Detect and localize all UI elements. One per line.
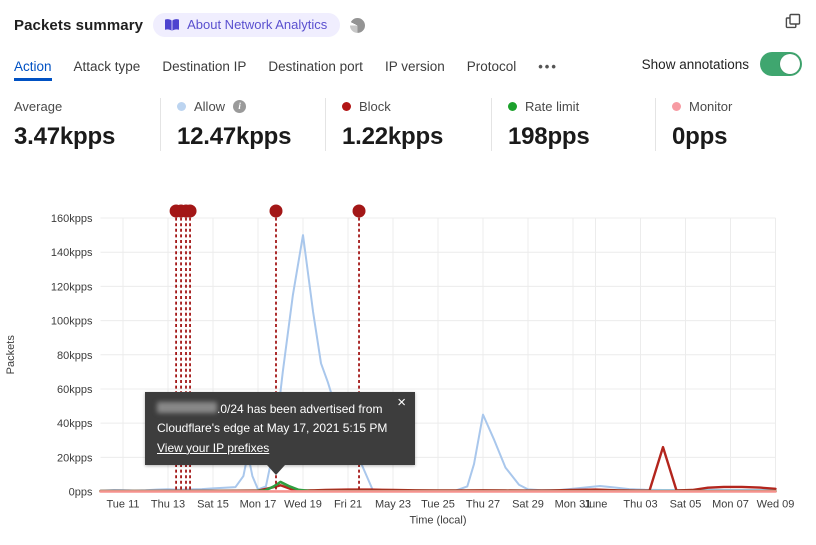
x-tick-label: Fri 21 [334,499,362,511]
y-tick-label: 100kpps [51,316,93,328]
y-tick-label: 120kpps [51,281,93,293]
y-axis-title: Packets [5,335,17,375]
show-annotations-label: Show annotations [641,56,749,72]
more-tabs-button[interactable]: ••• [538,58,558,74]
x-tick-label: Sat 05 [670,499,702,511]
x-tick-label: Tue 25 [421,499,455,511]
packets-time-series-chart[interactable]: 0pps 20kpps 40kpps 60kpps 80kpps 100kpps 120kp… [0,190,816,540]
x-tick-label: June [584,499,608,511]
x-tick-label: Sat 15 [197,499,229,511]
y-tick-label: 140kpps [51,247,93,259]
stat-rate-limit: Rate limit 198pps [491,98,655,151]
tab-destination-port[interactable]: Destination port [268,58,363,74]
pie-chart-icon[interactable] [350,17,366,33]
x-tick-label: Mon 31 [555,499,592,511]
stat-value: 0pps [672,123,728,150]
annotation-marker[interactable] [269,204,283,218]
tooltip-arrow [267,465,285,476]
x-tick-label: Wed 19 [284,499,322,511]
x-tick-label: Mon 17 [240,499,277,511]
y-tick-label: 40kpps [57,418,93,430]
x-tick-label: Thu 03 [623,499,657,511]
x-tick-label: Mon 07 [712,499,749,511]
x-tick-label: Thu 13 [151,499,185,511]
tab-ip-version[interactable]: IP version [384,58,445,74]
x-tick-label: May 23 [375,499,411,511]
book-icon [165,18,180,31]
y-tick-label: 0pps [69,487,93,499]
close-icon[interactable]: × [397,394,406,411]
stat-label: Allow [194,98,226,114]
stat-value: 1.22kpps [342,123,444,150]
tab-destination-ip[interactable]: Destination IP [162,58,247,74]
stat-label: Monitor [689,98,733,114]
tooltip-line1: .0/24 has been advertised from [157,400,403,419]
badge-label: About Network Analytics [187,17,328,32]
show-annotations-control: Show annotations [642,52,802,76]
stat-label: Average [14,98,63,114]
tab-protocol[interactable]: Protocol [466,58,517,74]
rate-limit-dot [508,101,517,111]
y-tick-label: 160kpps [51,213,93,225]
x-axis-title: Time (local) [409,515,466,527]
tab-action[interactable]: Action [14,58,52,81]
stat-value: 12.47kpps [177,123,292,150]
toggle-knob [780,54,800,74]
tab-attack-type[interactable]: Attack type [73,58,141,74]
summary-stats: Average 3.47kpps Allow i 12.47kpps Block … [14,98,790,151]
stat-label: Rate limit [525,98,580,114]
redacted-ip-prefix [157,402,217,413]
header: Packets summary About Network Analytics [14,10,802,40]
annotation-tooltip: × .0/24 has been advertised from Cloudfl… [145,392,415,476]
stat-average: Average 3.47kpps [14,98,160,151]
view-ip-prefixes-link[interactable]: View your IP prefixes [157,440,270,455]
stat-value: 198pps [508,123,590,150]
x-tick-label: Sat 29 [512,499,544,511]
x-tick-label: Tue 11 [106,499,139,511]
tooltip-line2: Cloudflare's edge at May 17, 2021 5:15 P… [157,421,388,436]
annotation-marker[interactable] [352,204,366,218]
block-dot [342,101,351,111]
allow-dot [177,101,186,111]
monitor-dot [672,101,681,111]
about-network-analytics-badge[interactable]: About Network Analytics [153,13,341,37]
stat-label: Block [359,98,391,114]
y-tick-label: 80kpps [57,350,93,362]
info-icon[interactable]: i [233,99,247,113]
tab-bar: Action Attack type Destination IP Destin… [14,52,802,81]
stat-allow: Allow i 12.47kpps [160,98,325,151]
page-title: Packets summary [14,16,144,34]
stat-monitor: Monitor 0pps [655,98,790,151]
x-tick-label: Thu 27 [466,499,500,511]
x-tick-label: Wed 09 [757,499,795,511]
stat-block: Block 1.22kpps [325,98,491,151]
annotation-marker[interactable] [183,204,197,218]
chart-canvas: 0pps 20kpps 40kpps 60kpps 80kpps 100kpps 120kp… [5,204,795,527]
y-tick-label: 20kpps [57,452,93,464]
y-tick-label: 60kpps [57,384,93,396]
copy-icon[interactable] [784,12,802,30]
stat-value: 3.47kpps [14,123,116,150]
show-annotations-toggle[interactable] [760,52,802,76]
